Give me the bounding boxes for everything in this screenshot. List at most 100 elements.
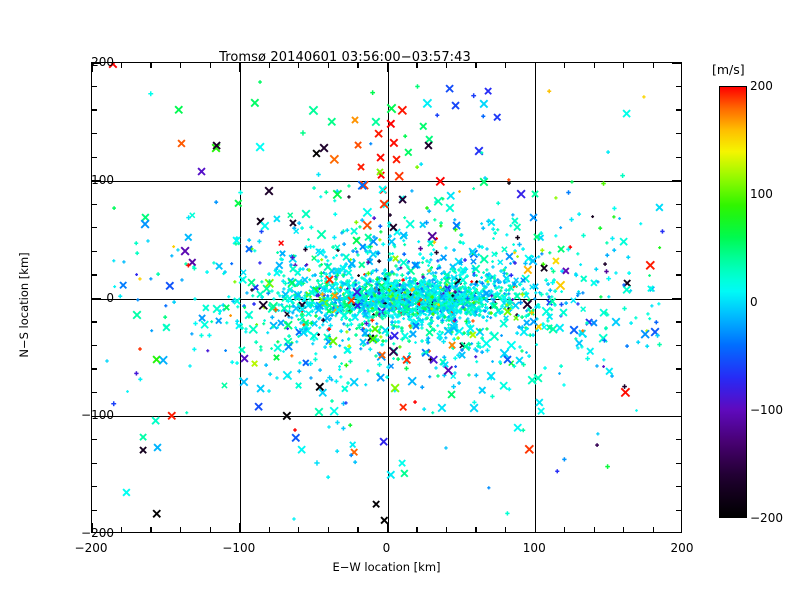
data-point-marker [471, 312, 476, 316]
data-point-marker [469, 330, 473, 335]
data-point-marker [379, 291, 383, 295]
gridline-vertical [535, 63, 537, 532]
data-point-marker [415, 304, 419, 308]
data-point-marker [380, 294, 384, 297]
data-point-marker [391, 289, 396, 294]
data-point-marker [445, 203, 455, 213]
data-point-marker [449, 300, 454, 304]
data-point-marker [461, 271, 465, 276]
data-point-marker [433, 292, 438, 297]
data-point-marker [408, 279, 412, 283]
data-point-marker [344, 304, 352, 311]
data-point-marker [370, 309, 374, 313]
data-point-marker [654, 319, 659, 325]
data-point-marker [300, 129, 306, 136]
data-point-marker [417, 306, 421, 311]
data-point-marker [419, 310, 424, 315]
data-point-marker [303, 328, 308, 333]
data-point-marker [475, 291, 479, 295]
data-point-marker [260, 279, 264, 284]
data-point-marker [471, 264, 481, 274]
data-point-marker [375, 277, 380, 282]
data-point-marker [276, 303, 281, 308]
data-point-marker [352, 236, 361, 245]
data-point-marker [361, 286, 365, 291]
data-point-marker [400, 300, 404, 304]
data-point-marker [273, 354, 280, 362]
data-point-marker [215, 317, 223, 325]
data-point-marker [300, 281, 306, 286]
data-point-marker [464, 312, 467, 315]
data-point-marker [429, 302, 433, 306]
data-point-marker [485, 292, 490, 297]
data-point-marker [314, 287, 319, 291]
data-point-marker [435, 309, 440, 314]
data-point-marker [415, 304, 420, 308]
data-point-marker [360, 287, 364, 291]
data-point-marker [461, 292, 471, 302]
data-point-marker [357, 162, 365, 171]
data-point-marker [388, 303, 393, 308]
data-point-marker [363, 232, 372, 241]
data-point-marker [454, 311, 459, 315]
x-axis-tick [652, 63, 655, 68]
data-point-marker [320, 285, 327, 292]
y-axis-tick [92, 132, 97, 135]
data-point-marker [418, 252, 423, 256]
data-point-marker [655, 203, 664, 212]
data-point-marker [416, 290, 421, 294]
data-point-marker [433, 218, 437, 222]
data-point-marker [275, 376, 280, 380]
data-point-marker [426, 291, 431, 296]
data-point-marker [375, 276, 379, 279]
data-point-marker [391, 306, 394, 310]
data-point-marker [374, 322, 379, 326]
data-point-marker [489, 394, 495, 399]
x-axis-tick [179, 63, 182, 68]
data-point-marker [426, 290, 430, 294]
data-point-marker [559, 225, 563, 229]
data-point-marker [301, 326, 306, 330]
data-point-marker [477, 253, 481, 257]
data-point-marker [259, 345, 263, 349]
data-point-marker [315, 301, 325, 311]
data-point-marker [369, 301, 374, 306]
data-point-marker [501, 274, 511, 283]
data-point-marker [329, 406, 339, 417]
data-point-marker [410, 314, 414, 318]
data-point-marker [610, 236, 615, 241]
data-point-marker [416, 305, 421, 310]
data-point-marker [341, 281, 345, 285]
data-point-marker [333, 291, 338, 295]
data-point-marker [463, 287, 468, 292]
data-point-marker [426, 292, 430, 296]
data-point-marker [426, 269, 433, 276]
data-point-marker [393, 303, 397, 307]
data-point-marker [224, 349, 228, 353]
data-point-marker [344, 310, 349, 315]
data-point-marker [435, 278, 440, 283]
data-point-marker [305, 309, 312, 317]
data-point-marker [429, 299, 434, 304]
data-point-marker [431, 284, 436, 289]
data-point-marker [460, 241, 465, 245]
data-point-marker [437, 292, 442, 297]
data-point-marker [430, 301, 435, 306]
data-point-marker [421, 289, 425, 294]
data-point-marker [371, 301, 375, 305]
data-point-marker [437, 305, 442, 310]
data-point-marker [416, 289, 421, 294]
data-point-marker [396, 319, 400, 324]
data-point-marker [414, 300, 418, 303]
data-point-marker [390, 270, 395, 275]
data-point-marker [347, 194, 351, 199]
data-point-marker [286, 326, 289, 330]
data-point-marker [387, 237, 397, 246]
data-point-marker [449, 293, 454, 298]
data-point-marker [326, 308, 331, 313]
data-point-marker [249, 246, 254, 251]
data-point-marker [451, 346, 456, 350]
data-point-marker [448, 304, 453, 309]
data-point-marker [378, 238, 382, 242]
data-point-marker [484, 87, 492, 96]
